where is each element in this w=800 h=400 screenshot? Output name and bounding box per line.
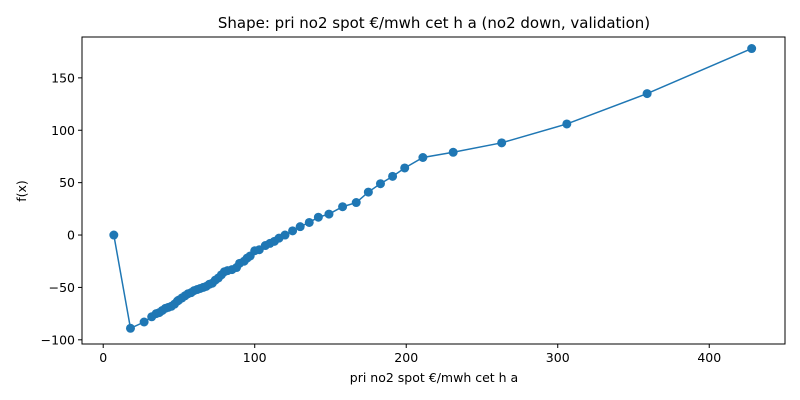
x-tick-label: 200 [394, 350, 418, 365]
y-tick-label: −50 [49, 280, 75, 295]
x-tick-label: 100 [243, 350, 267, 365]
y-tick-label: 0 [67, 228, 75, 243]
data-point [139, 317, 149, 327]
data-point [338, 202, 348, 212]
data-point [125, 323, 135, 333]
data-point [497, 138, 507, 148]
data-point [363, 187, 373, 197]
x-tick-label: 300 [546, 350, 570, 365]
data-point [109, 230, 119, 240]
data-point [280, 230, 290, 240]
data-point [324, 209, 334, 219]
data-point [418, 152, 428, 162]
data-point [375, 179, 385, 189]
y-tick-label: 100 [51, 123, 75, 138]
data-point [747, 44, 757, 54]
data-point [562, 119, 572, 129]
data-point [642, 89, 652, 99]
data-point [295, 222, 305, 232]
data-point [313, 212, 323, 222]
plot-frame [81, 36, 786, 345]
data-point [351, 198, 361, 208]
y-tick-label: 150 [51, 70, 75, 85]
x-tick-label: 400 [697, 350, 721, 365]
data-point [400, 163, 410, 173]
x-tick-label: 0 [99, 350, 107, 365]
y-tick-label: −100 [41, 332, 75, 347]
y-axis-title: f(x) [14, 180, 29, 202]
x-axis-title: pri no2 spot €/mwh cet h a [350, 370, 518, 385]
chart-title: Shape: pri no2 spot €/mwh cet h a (no2 d… [218, 14, 650, 32]
plot-area: 0 100 200 300 400 −100 −50 0 50 100 150 [41, 36, 786, 365]
y-tick-label: 50 [59, 175, 75, 190]
data-point [304, 217, 314, 227]
data-point [448, 147, 458, 157]
data-point [388, 171, 398, 181]
data-point [288, 226, 298, 236]
